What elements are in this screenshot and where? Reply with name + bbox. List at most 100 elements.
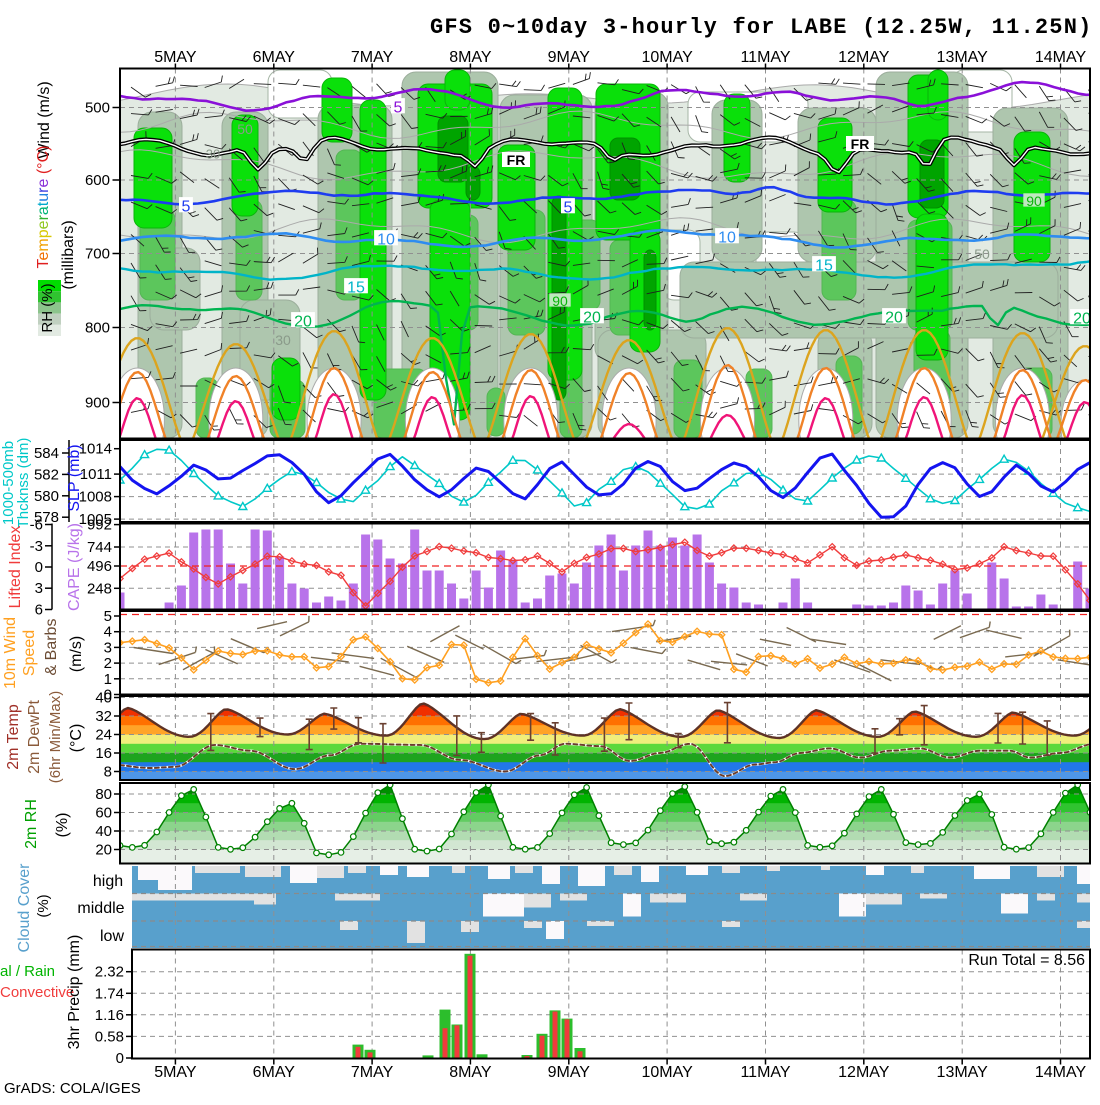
svg-text:248: 248 xyxy=(87,580,112,597)
svg-text:8MAY: 8MAY xyxy=(449,1064,492,1081)
svg-text:6MAY: 6MAY xyxy=(253,49,296,66)
svg-text:744: 744 xyxy=(87,539,112,556)
svg-text:5: 5 xyxy=(104,608,112,625)
svg-text:4: 4 xyxy=(104,624,112,641)
svg-text:5: 5 xyxy=(182,199,191,216)
svg-text:middle: middle xyxy=(77,900,124,917)
svg-text:7MAY: 7MAY xyxy=(351,1064,394,1081)
svg-text:10MAY: 10MAY xyxy=(641,1064,693,1081)
svg-text:578: 578 xyxy=(34,509,59,526)
svg-text:(%): (%) xyxy=(54,813,71,838)
svg-text:9MAY: 9MAY xyxy=(548,1064,591,1081)
svg-text:600: 600 xyxy=(85,172,110,189)
svg-text:13MAY: 13MAY xyxy=(937,49,989,66)
svg-text:Temperature (°C): Temperature (°C) xyxy=(35,146,52,269)
svg-text:800: 800 xyxy=(85,320,110,337)
svg-text:GFS 0~10day 3-hourly for LABE: GFS 0~10day 3-hourly for LABE (12.25W, 1… xyxy=(430,15,1093,40)
svg-text:0: 0 xyxy=(116,1050,124,1067)
svg-text:2.32: 2.32 xyxy=(95,964,124,981)
svg-text:14MAY: 14MAY xyxy=(1035,49,1087,66)
svg-text:10MAY: 10MAY xyxy=(641,49,693,66)
svg-text:20: 20 xyxy=(294,314,312,331)
svg-text:32: 32 xyxy=(95,708,112,725)
svg-text:30: 30 xyxy=(275,332,291,348)
svg-text:2: 2 xyxy=(104,655,112,672)
svg-text:Lifted Index: Lifted Index xyxy=(7,526,24,609)
svg-text:80: 80 xyxy=(95,786,112,803)
svg-text:(°C): (°C) xyxy=(68,724,85,753)
svg-text:1005: 1005 xyxy=(79,511,112,528)
svg-text:5MAY: 5MAY xyxy=(154,49,197,66)
svg-text:900: 900 xyxy=(85,395,110,412)
svg-text:& Barbs: & Barbs xyxy=(43,619,60,676)
svg-text:6: 6 xyxy=(35,602,43,619)
svg-text:11MAY: 11MAY xyxy=(740,1064,790,1081)
svg-text:90: 90 xyxy=(552,293,568,309)
svg-text:11MAY: 11MAY xyxy=(740,49,790,66)
svg-text:(millibars): (millibars) xyxy=(60,220,77,289)
svg-text:3hr Precip (mm): 3hr Precip (mm) xyxy=(66,935,83,1050)
svg-text:40: 40 xyxy=(95,690,112,707)
svg-text:0.58: 0.58 xyxy=(95,1028,124,1045)
svg-text:16: 16 xyxy=(95,745,112,762)
svg-text:15: 15 xyxy=(347,280,365,297)
svg-text:20: 20 xyxy=(95,842,112,859)
svg-text:-6: -6 xyxy=(30,517,43,534)
svg-text:1008: 1008 xyxy=(79,489,112,506)
svg-text:24: 24 xyxy=(95,727,112,744)
svg-text:40: 40 xyxy=(95,823,112,840)
svg-text:Cloud Cover: Cloud Cover xyxy=(16,863,33,953)
svg-text:RH (%): RH (%) xyxy=(39,283,56,332)
svg-text:Thcknss (dm): Thcknss (dm) xyxy=(15,438,32,529)
svg-text:700: 700 xyxy=(85,246,110,263)
svg-text:496: 496 xyxy=(87,558,112,575)
svg-text:Convective: Convective xyxy=(0,984,74,1001)
svg-text:5: 5 xyxy=(394,100,403,117)
svg-text:0: 0 xyxy=(35,559,43,576)
svg-text:1.74: 1.74 xyxy=(95,985,124,1002)
svg-text:20: 20 xyxy=(1073,311,1091,328)
svg-text:al / Rain: al / Rain xyxy=(0,963,55,980)
svg-text:13MAY: 13MAY xyxy=(937,1064,989,1081)
svg-text:500: 500 xyxy=(85,100,110,117)
svg-text:15: 15 xyxy=(815,258,833,275)
svg-text:(6hr Min/Max): (6hr Min/Max) xyxy=(47,691,64,784)
svg-text:30: 30 xyxy=(206,147,220,162)
svg-text:GrADS: COLA/IGES: GrADS: COLA/IGES xyxy=(4,1080,141,1097)
svg-text:FR: FR xyxy=(851,136,870,152)
svg-text:10: 10 xyxy=(377,232,395,249)
svg-text:low: low xyxy=(100,928,124,945)
svg-text:7MAY: 7MAY xyxy=(351,49,394,66)
svg-text:3: 3 xyxy=(35,580,43,597)
svg-text:50: 50 xyxy=(237,121,253,137)
svg-text:1014: 1014 xyxy=(79,441,112,458)
svg-text:(m/s): (m/s) xyxy=(68,636,85,672)
svg-text:12MAY: 12MAY xyxy=(838,49,890,66)
svg-text:-3: -3 xyxy=(30,538,43,555)
svg-text:992: 992 xyxy=(87,517,112,534)
svg-text:3: 3 xyxy=(104,639,112,656)
svg-text:5: 5 xyxy=(564,200,573,217)
svg-text:SLP (mb): SLP (mb) xyxy=(66,444,83,511)
svg-text:9MAY: 9MAY xyxy=(548,49,591,66)
svg-text:1011: 1011 xyxy=(80,466,112,483)
svg-text:60: 60 xyxy=(95,805,112,822)
svg-text:90: 90 xyxy=(1026,193,1042,209)
svg-text:20: 20 xyxy=(583,310,601,327)
svg-text:2m RH: 2m RH xyxy=(23,799,40,849)
svg-text:0: 0 xyxy=(104,687,112,704)
svg-text:8MAY: 8MAY xyxy=(449,49,492,66)
svg-text:2m DewPt: 2m DewPt xyxy=(26,700,43,774)
svg-text:1000-500mb: 1000-500mb xyxy=(0,441,17,525)
svg-text:12MAY: 12MAY xyxy=(838,1064,890,1081)
svg-text:high: high xyxy=(93,873,123,890)
svg-text:FR: FR xyxy=(507,152,526,168)
svg-text:10m Wind: 10m Wind xyxy=(2,617,19,689)
svg-text:50: 50 xyxy=(974,246,990,262)
svg-text:580: 580 xyxy=(34,488,59,505)
svg-text:14MAY: 14MAY xyxy=(1035,1064,1087,1081)
svg-text:2m Temp: 2m Temp xyxy=(5,704,22,770)
svg-text:10: 10 xyxy=(718,230,736,247)
svg-text:1.16: 1.16 xyxy=(95,1007,124,1024)
svg-text:Wind (m/s): Wind (m/s) xyxy=(36,81,53,158)
